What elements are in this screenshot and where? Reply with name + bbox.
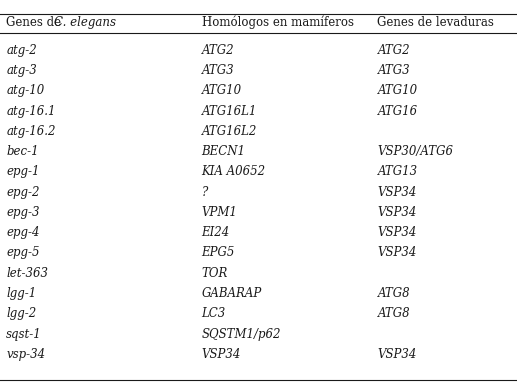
Text: EPG5: EPG5 (202, 246, 235, 259)
Text: epg-5: epg-5 (6, 246, 40, 259)
Text: ATG10: ATG10 (377, 84, 418, 97)
Text: ATG16: ATG16 (377, 105, 418, 117)
Text: ATG10: ATG10 (202, 84, 242, 97)
Text: lgg-1: lgg-1 (6, 287, 37, 300)
Text: epg-1: epg-1 (6, 165, 40, 178)
Text: Genes de: Genes de (6, 16, 65, 28)
Text: VSP34: VSP34 (377, 246, 417, 259)
Text: ?: ? (202, 186, 208, 199)
Text: ATG3: ATG3 (202, 64, 234, 77)
Text: sqst-1: sqst-1 (6, 328, 42, 340)
Text: atg-16.2: atg-16.2 (6, 125, 56, 138)
Text: KIA A0652: KIA A0652 (202, 165, 266, 178)
Text: TOR: TOR (202, 267, 228, 280)
Text: atg-3: atg-3 (6, 64, 37, 77)
Text: let-363: let-363 (6, 267, 48, 280)
Text: EI24: EI24 (202, 226, 230, 239)
Text: ATG16L2: ATG16L2 (202, 125, 257, 138)
Text: ATG2: ATG2 (202, 44, 234, 57)
Text: epg-4: epg-4 (6, 226, 40, 239)
Text: VSP30/ATG6: VSP30/ATG6 (377, 145, 453, 158)
Text: LC3: LC3 (202, 307, 226, 320)
Text: Genes de levaduras: Genes de levaduras (377, 16, 494, 28)
Text: ATG8: ATG8 (377, 287, 410, 300)
Text: VSP34: VSP34 (202, 348, 241, 361)
Text: atg-16.1: atg-16.1 (6, 105, 56, 117)
Text: VSP34: VSP34 (377, 226, 417, 239)
Text: BECN1: BECN1 (202, 145, 246, 158)
Text: epg-2: epg-2 (6, 186, 40, 199)
Text: VSP34: VSP34 (377, 206, 417, 219)
Text: C. elegans: C. elegans (54, 16, 116, 28)
Text: bec-1: bec-1 (6, 145, 39, 158)
Text: lgg-2: lgg-2 (6, 307, 37, 320)
Text: atg-2: atg-2 (6, 44, 37, 57)
Text: VPM1: VPM1 (202, 206, 237, 219)
Text: ATG2: ATG2 (377, 44, 410, 57)
Text: ATG16L1: ATG16L1 (202, 105, 257, 117)
Text: SQSTM1/p62: SQSTM1/p62 (202, 328, 281, 340)
Text: VSP34: VSP34 (377, 348, 417, 361)
Text: GABARAP: GABARAP (202, 287, 262, 300)
Text: vsp-34: vsp-34 (6, 348, 45, 361)
Text: epg-3: epg-3 (6, 206, 40, 219)
Text: atg-10: atg-10 (6, 84, 44, 97)
Text: Homólogos en mamíferos: Homólogos en mamíferos (202, 16, 354, 29)
Text: ATG8: ATG8 (377, 307, 410, 320)
Text: ATG13: ATG13 (377, 165, 418, 178)
Text: ATG3: ATG3 (377, 64, 410, 77)
Text: VSP34: VSP34 (377, 186, 417, 199)
